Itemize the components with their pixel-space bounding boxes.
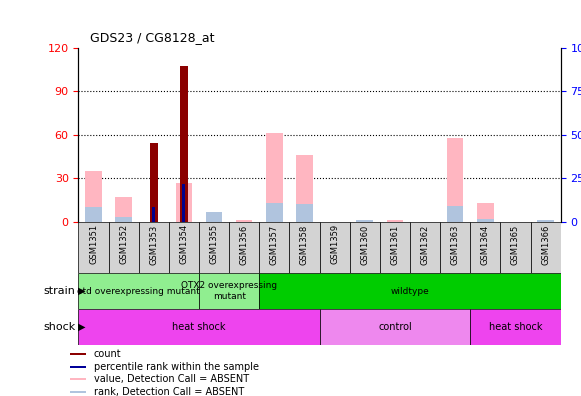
Bar: [470, 222, 500, 273]
Bar: [152, 207, 155, 222]
Text: GSM1364: GSM1364: [481, 224, 490, 265]
Text: heat shock: heat shock: [172, 322, 226, 332]
Text: GSM1362: GSM1362: [421, 224, 429, 265]
Bar: [357, 220, 373, 222]
Text: GSM1361: GSM1361: [390, 224, 399, 265]
Text: GSM1360: GSM1360: [360, 224, 370, 265]
Text: GSM1352: GSM1352: [119, 224, 128, 265]
Bar: [109, 222, 139, 273]
Bar: [320, 222, 350, 273]
Bar: [180, 67, 188, 222]
Text: GSM1357: GSM1357: [270, 224, 279, 265]
Text: OTX2 overexpressing
mutant: OTX2 overexpressing mutant: [181, 282, 277, 301]
Bar: [78, 309, 320, 345]
Text: wildtype: wildtype: [390, 287, 429, 295]
Bar: [199, 273, 259, 309]
Bar: [447, 206, 464, 222]
Text: GSM1355: GSM1355: [210, 224, 218, 265]
Text: GSM1356: GSM1356: [240, 224, 249, 265]
Bar: [70, 391, 86, 393]
Text: GSM1353: GSM1353: [149, 224, 158, 265]
Text: GSM1365: GSM1365: [511, 224, 520, 265]
Text: percentile rank within the sample: percentile rank within the sample: [94, 362, 259, 372]
Text: count: count: [94, 349, 121, 359]
Bar: [116, 217, 132, 222]
Bar: [70, 378, 86, 380]
Text: GSM1351: GSM1351: [89, 224, 98, 265]
Bar: [169, 222, 199, 273]
Text: ▶: ▶: [78, 322, 85, 332]
Bar: [150, 143, 157, 222]
Bar: [386, 220, 403, 222]
Text: value, Detection Call = ABSENT: value, Detection Call = ABSENT: [94, 374, 249, 384]
Bar: [530, 222, 561, 273]
Text: rank, Detection Call = ABSENT: rank, Detection Call = ABSENT: [94, 387, 244, 396]
Bar: [350, 222, 380, 273]
Bar: [289, 222, 320, 273]
Bar: [296, 204, 313, 222]
Bar: [175, 183, 192, 222]
Bar: [266, 133, 282, 222]
Bar: [85, 171, 102, 222]
Text: GSM1358: GSM1358: [300, 224, 309, 265]
Text: strain: strain: [44, 286, 76, 296]
Bar: [537, 220, 554, 222]
Bar: [206, 211, 223, 222]
Bar: [206, 216, 223, 222]
Text: ▶: ▶: [78, 286, 85, 296]
Bar: [116, 197, 132, 222]
Bar: [78, 273, 199, 309]
Text: control: control: [378, 322, 412, 332]
Bar: [296, 155, 313, 222]
Bar: [182, 184, 185, 222]
Bar: [266, 203, 282, 222]
Text: shock: shock: [43, 322, 76, 332]
Text: otd overexpressing mutant: otd overexpressing mutant: [77, 287, 200, 295]
Text: GSM1359: GSM1359: [330, 224, 339, 265]
Bar: [477, 203, 494, 222]
Bar: [259, 222, 289, 273]
Bar: [440, 222, 470, 273]
Bar: [259, 273, 561, 309]
Bar: [380, 222, 410, 273]
Bar: [229, 222, 259, 273]
Bar: [70, 366, 86, 367]
Bar: [470, 309, 561, 345]
Bar: [500, 222, 530, 273]
Bar: [139, 222, 169, 273]
Bar: [320, 309, 470, 345]
Text: heat shock: heat shock: [489, 322, 542, 332]
Bar: [85, 207, 102, 222]
Text: GSM1366: GSM1366: [541, 224, 550, 265]
Text: GSM1354: GSM1354: [180, 224, 188, 265]
Bar: [199, 222, 229, 273]
Bar: [78, 222, 109, 273]
Bar: [236, 220, 253, 222]
Bar: [410, 222, 440, 273]
Bar: [70, 353, 86, 355]
Text: GSM1363: GSM1363: [451, 224, 460, 265]
Text: GDS23 / CG8128_at: GDS23 / CG8128_at: [90, 30, 214, 44]
Bar: [447, 137, 464, 222]
Bar: [477, 219, 494, 222]
